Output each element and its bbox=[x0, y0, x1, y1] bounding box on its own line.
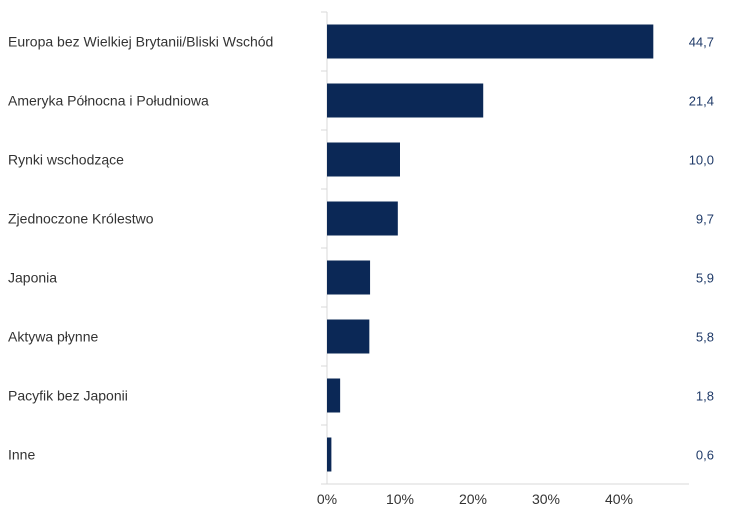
value-label: 5,9 bbox=[696, 271, 714, 286]
category-label: Inne bbox=[8, 447, 35, 463]
x-tick-labels-group: 0% 10% 20% 30% 40% bbox=[317, 491, 633, 507]
x-tick-label: 0% bbox=[317, 491, 337, 507]
category-label: Europa bez Wielkiej Brytanii/Bliski Wsch… bbox=[8, 34, 273, 50]
bar bbox=[327, 83, 484, 118]
value-labels-group: 44,7 21,4 10,0 9,7 5,9 5,8 1,8 0,6 bbox=[689, 35, 714, 463]
bar bbox=[327, 319, 370, 354]
bar bbox=[327, 24, 654, 59]
value-label: 0,6 bbox=[696, 448, 714, 463]
value-label: 5,8 bbox=[696, 330, 714, 345]
x-tick-label: 10% bbox=[386, 491, 414, 507]
value-label: 9,7 bbox=[696, 212, 714, 227]
bars-group bbox=[327, 24, 654, 472]
bar bbox=[327, 437, 332, 472]
category-label: Pacyfik bez Japonii bbox=[8, 388, 128, 404]
category-label: Aktywa płynne bbox=[8, 329, 98, 345]
category-label: Ameryka Północna i Południowa bbox=[8, 93, 209, 109]
category-label: Zjednoczone Królestwo bbox=[8, 211, 154, 227]
x-tick-label: 20% bbox=[459, 491, 487, 507]
category-label: Rynki wschodzące bbox=[8, 152, 124, 168]
x-tick-label: 40% bbox=[605, 491, 633, 507]
x-tick-label: 30% bbox=[532, 491, 560, 507]
bar bbox=[327, 260, 371, 295]
value-label: 1,8 bbox=[696, 389, 714, 404]
category-label: Japonia bbox=[8, 270, 57, 286]
bar bbox=[327, 201, 398, 236]
category-labels-group: Europa bez Wielkiej Brytanii/Bliski Wsch… bbox=[8, 34, 273, 463]
value-label: 44,7 bbox=[689, 35, 714, 50]
axis-group bbox=[321, 11, 689, 485]
bar bbox=[327, 378, 341, 413]
value-label: 10,0 bbox=[689, 153, 714, 168]
bar bbox=[327, 142, 400, 177]
value-label: 21,4 bbox=[689, 94, 714, 109]
